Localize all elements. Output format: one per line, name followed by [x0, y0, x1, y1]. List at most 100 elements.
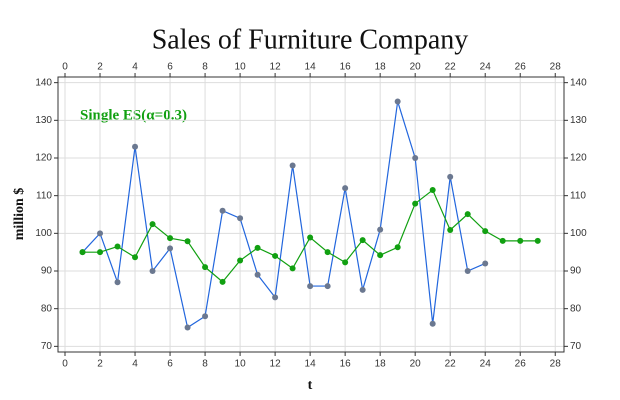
data-point — [359, 286, 366, 293]
x-tick-label: 0 — [62, 359, 68, 370]
y-tick-label: 70 — [570, 341, 582, 352]
x-tick-label: 6 — [167, 359, 173, 370]
data-point — [219, 207, 226, 214]
data-point — [307, 283, 314, 290]
y-tick-label: 90 — [570, 266, 582, 277]
x-tick-label: 2 — [97, 62, 103, 73]
data-point — [184, 238, 191, 245]
data-point — [149, 221, 156, 228]
data-point — [114, 243, 121, 250]
y-tick-label: 70 — [41, 341, 53, 352]
data-point — [132, 143, 139, 150]
y-tick-label: 100 — [35, 228, 52, 239]
x-tick-label: 16 — [340, 359, 352, 370]
y-tick-label: 110 — [36, 190, 52, 201]
data-point — [307, 234, 314, 241]
data-point — [202, 313, 209, 320]
x-tick-label: 22 — [445, 62, 457, 73]
data-point — [272, 252, 279, 259]
data-point — [149, 268, 156, 275]
annotation: Single ES(α=0.3) — [80, 107, 187, 123]
y-tick-label: 90 — [41, 266, 53, 277]
x-tick-label: 18 — [375, 359, 387, 370]
data-point — [289, 162, 296, 169]
data-point — [429, 187, 436, 194]
data-point — [184, 324, 191, 331]
data-point — [499, 237, 506, 244]
x-tick-label: 4 — [132, 359, 138, 370]
series-line — [82, 101, 486, 329]
data-point — [254, 244, 261, 251]
data-point — [202, 264, 209, 271]
data-point — [359, 237, 366, 244]
y-tick-label: 100 — [570, 228, 587, 239]
x-tick-label: 28 — [550, 62, 562, 73]
y-tick-label: 80 — [570, 303, 582, 314]
data-point — [394, 98, 401, 105]
x-tick-label: 10 — [235, 359, 247, 370]
data-point — [394, 244, 401, 251]
y-tick-label: 130 — [570, 115, 587, 126]
y-tick-label: 120 — [570, 153, 587, 164]
data-point — [377, 252, 384, 259]
x-tick-label: 26 — [515, 62, 527, 73]
data-point — [132, 254, 139, 261]
y-tick-label: 120 — [35, 153, 52, 164]
data-point — [342, 259, 349, 266]
data-point — [517, 237, 524, 244]
data-point — [237, 215, 244, 222]
data-point — [167, 245, 174, 252]
x-tick-label: 8 — [202, 359, 208, 370]
data-point — [482, 228, 489, 235]
data-point — [254, 271, 261, 278]
data-point — [412, 200, 419, 207]
x-tick-label: 8 — [202, 62, 208, 73]
x-tick-label: 14 — [305, 62, 317, 73]
x-tick-label: 24 — [480, 359, 492, 370]
data-point — [167, 235, 174, 242]
data-point — [79, 249, 86, 256]
data-point — [324, 283, 331, 290]
data-point — [464, 268, 471, 275]
data-point — [447, 173, 454, 180]
x-tick-label: 4 — [132, 62, 138, 73]
x-tick-label: 24 — [480, 62, 492, 73]
y-tick-label: 110 — [570, 190, 586, 201]
x-tick-label: 12 — [270, 62, 282, 73]
data-point — [272, 294, 279, 301]
data-point — [412, 154, 419, 161]
data-point — [114, 279, 121, 286]
x-tick-label: 18 — [375, 62, 387, 73]
data-point — [429, 320, 436, 327]
data-point — [289, 265, 296, 272]
data-point — [342, 185, 349, 192]
x-tick-label: 16 — [340, 62, 352, 73]
x-tick-label: 2 — [97, 359, 103, 370]
x-tick-label: 6 — [167, 62, 173, 73]
data-point — [219, 278, 226, 285]
data-point — [534, 237, 541, 244]
data-point — [97, 230, 104, 237]
plot-frame — [57, 76, 565, 353]
x-tick-label: 26 — [515, 359, 527, 370]
y-tick-label: 80 — [41, 303, 53, 314]
x-tick-label: 0 — [62, 62, 68, 73]
y-tick-label: 140 — [35, 77, 52, 88]
x-axis-label: t — [308, 378, 313, 393]
data-point — [97, 249, 104, 256]
y-tick-label: 130 — [35, 115, 52, 126]
data-point — [324, 249, 331, 256]
data-point — [447, 226, 454, 233]
x-tick-label: 10 — [235, 62, 247, 73]
data-point — [464, 211, 471, 218]
x-tick-label: 28 — [550, 359, 562, 370]
y-tick-label: 140 — [570, 77, 587, 88]
y-axis-label: million $ — [12, 188, 27, 241]
chart-title: Sales of Furniture Company — [152, 24, 469, 55]
x-tick-label: 14 — [305, 359, 317, 370]
x-tick-label: 20 — [410, 359, 422, 370]
data-point — [482, 260, 489, 267]
x-tick-label: 22 — [445, 359, 457, 370]
data-point — [377, 226, 384, 233]
